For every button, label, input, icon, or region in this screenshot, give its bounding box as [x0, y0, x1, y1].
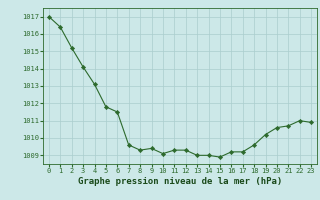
X-axis label: Graphe pression niveau de la mer (hPa): Graphe pression niveau de la mer (hPa)	[78, 177, 282, 186]
